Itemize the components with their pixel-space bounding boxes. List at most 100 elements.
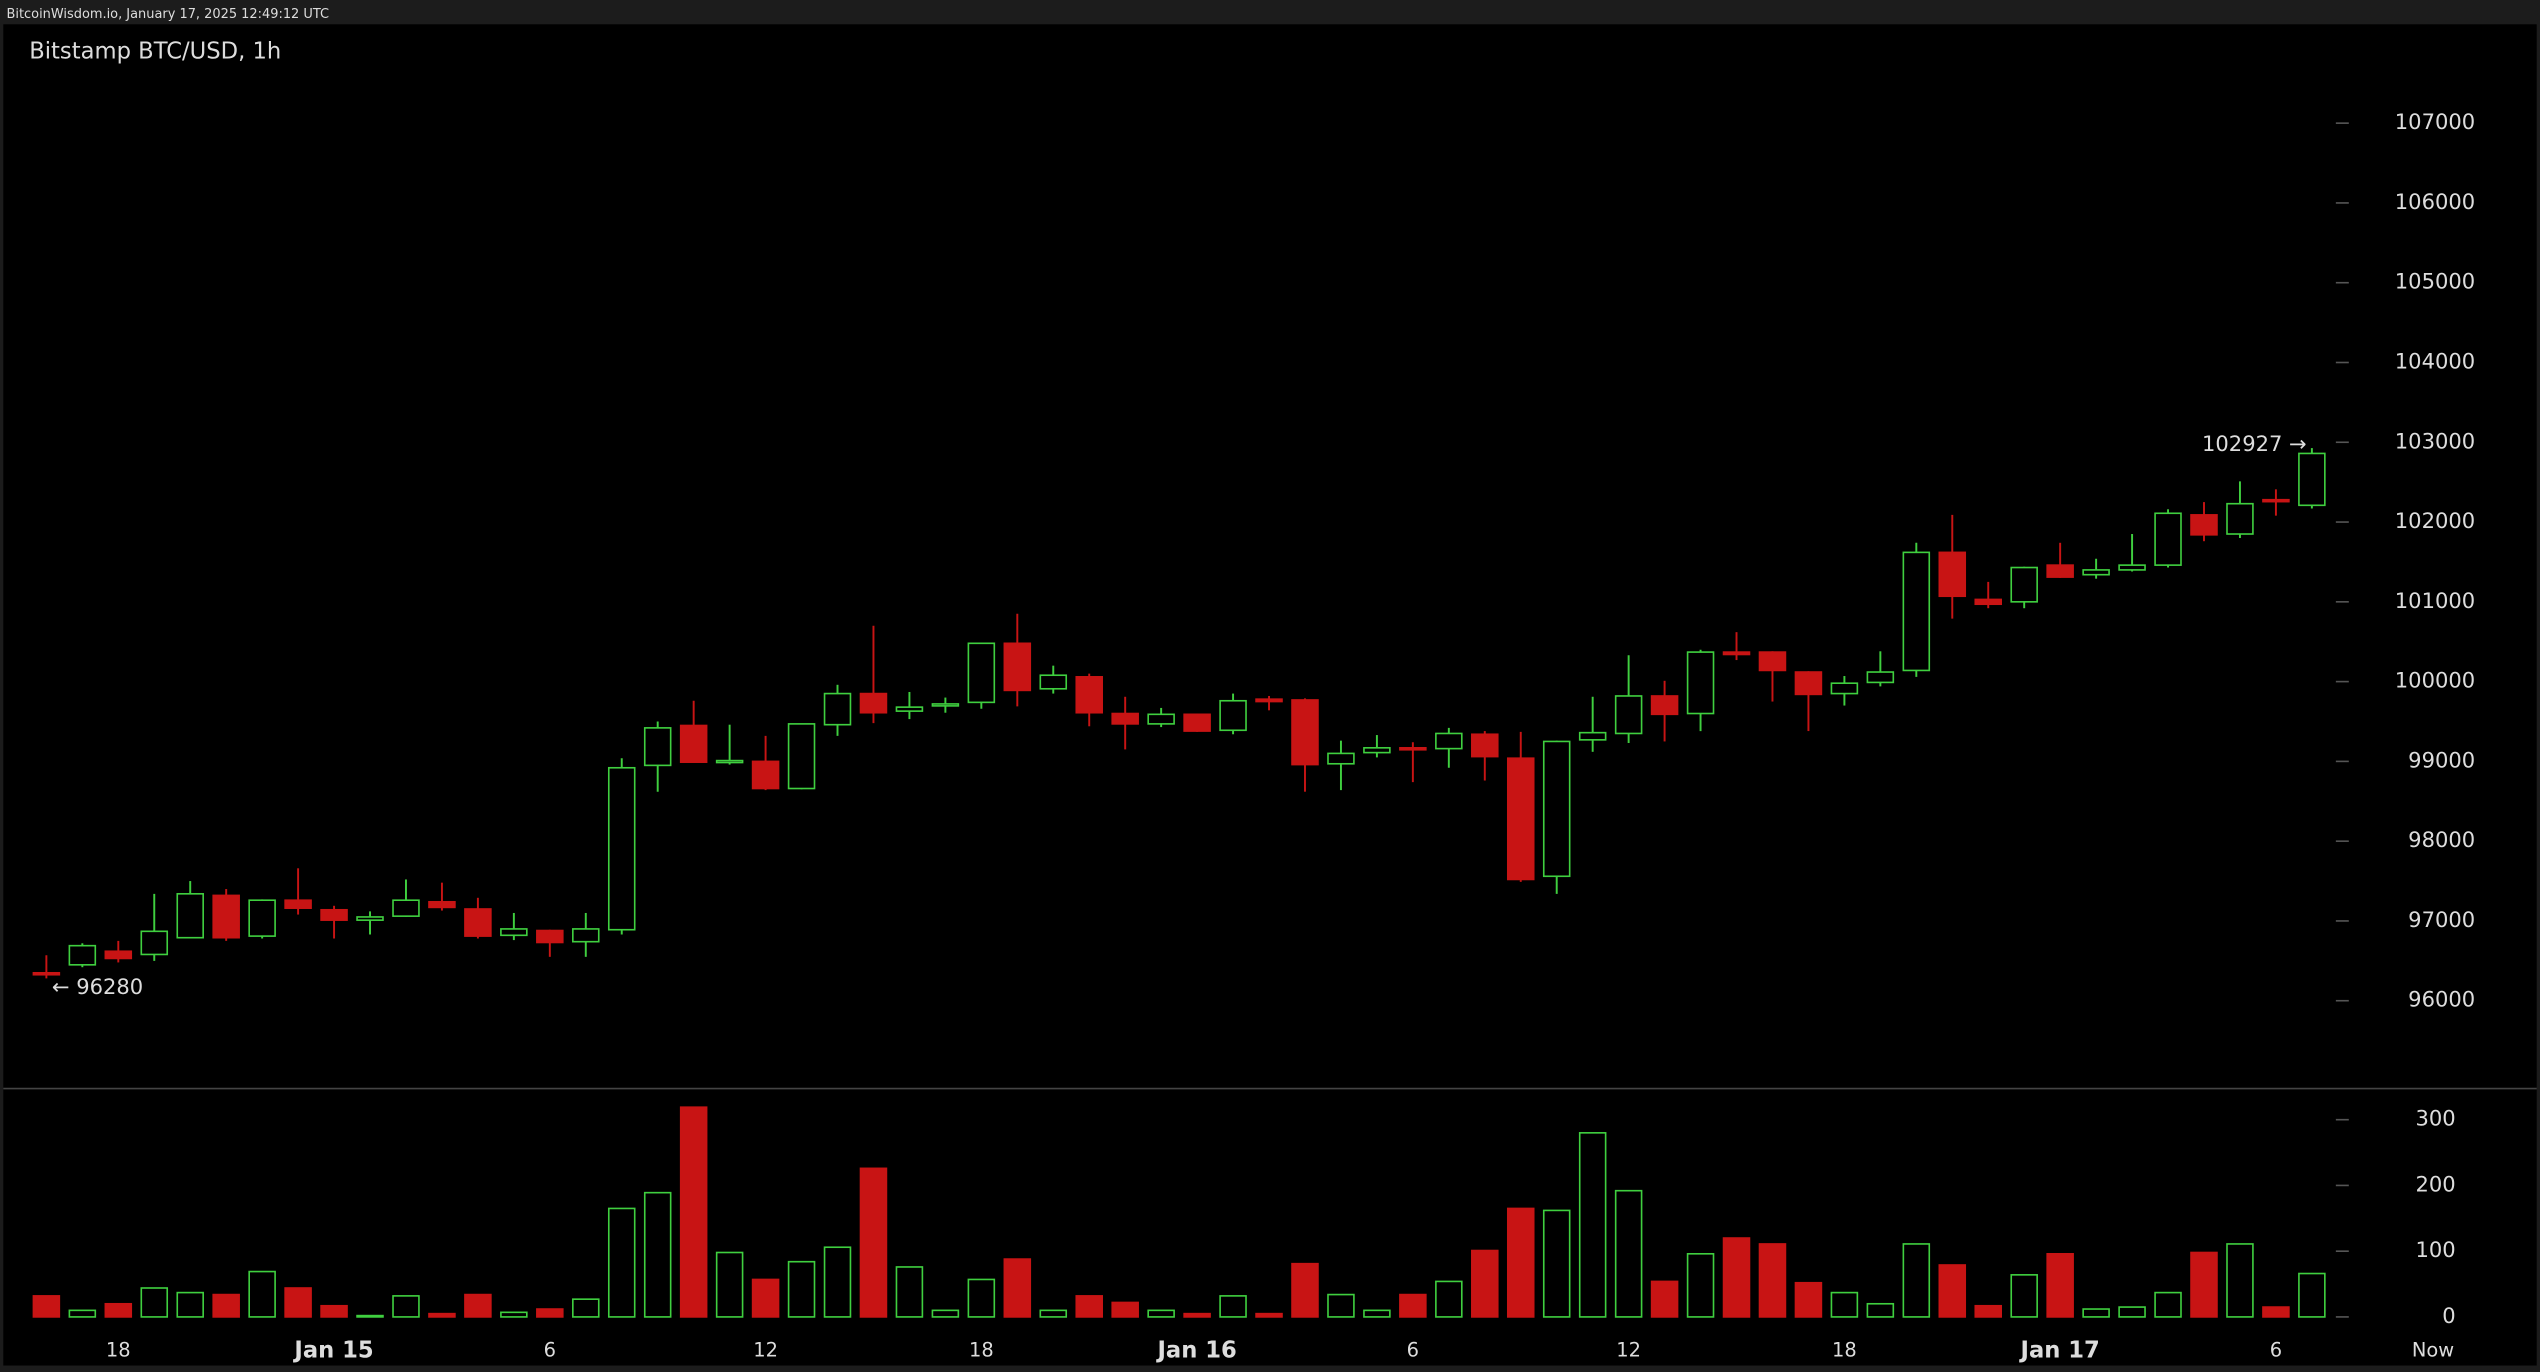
candle-body bbox=[2298, 452, 2326, 507]
volume-bar bbox=[823, 1246, 852, 1318]
volume-bar bbox=[2154, 1291, 2182, 1318]
candle-body bbox=[895, 706, 924, 712]
x-tick-label: Jan 17 bbox=[2019, 1337, 2100, 1363]
y-tick-label: 100000 bbox=[2395, 668, 2475, 693]
candle-body bbox=[1111, 712, 1139, 725]
volume-bar bbox=[248, 1270, 276, 1318]
candle-body bbox=[2190, 514, 2218, 536]
candle-body bbox=[356, 916, 384, 921]
volume-bar bbox=[176, 1291, 204, 1318]
volume-bar bbox=[1183, 1312, 1211, 1318]
volume-tick-label: 0 bbox=[2442, 1303, 2455, 1328]
candle-body bbox=[320, 908, 348, 921]
volume-bar bbox=[1866, 1302, 1895, 1318]
volume-bar bbox=[2082, 1308, 2110, 1318]
volume-bar bbox=[1219, 1295, 1247, 1318]
volume-bar bbox=[1614, 1189, 1643, 1318]
x-tick-label: 12 bbox=[1616, 1338, 1641, 1361]
volume-bar bbox=[356, 1314, 384, 1318]
candle-body bbox=[1506, 757, 1535, 881]
y-tick-label: 96000 bbox=[2408, 987, 2475, 1012]
x-tick-label: 12 bbox=[753, 1338, 778, 1361]
volume-bar bbox=[1902, 1243, 1931, 1318]
x-tick-label: 18 bbox=[1832, 1338, 1857, 1361]
candle-body bbox=[104, 950, 133, 960]
volume-bar bbox=[2046, 1252, 2074, 1318]
candle-body bbox=[1938, 551, 1967, 598]
volume-tick-label: 200 bbox=[2416, 1171, 2456, 1196]
candle-body bbox=[1542, 740, 1571, 878]
volume-bar bbox=[787, 1260, 816, 1318]
candle-body bbox=[1327, 752, 1355, 765]
volume-tick-label: 100 bbox=[2416, 1237, 2456, 1262]
y-tick-label: 97000 bbox=[2408, 907, 2475, 932]
candle-body bbox=[2118, 564, 2146, 571]
volume-bar bbox=[1974, 1304, 2003, 1318]
volume-bar bbox=[1039, 1309, 1068, 1318]
candle-body bbox=[176, 893, 204, 939]
candle-body bbox=[931, 703, 960, 707]
volume-bar bbox=[1650, 1280, 1679, 1318]
candle-body bbox=[1075, 676, 1103, 714]
volume-bar bbox=[104, 1302, 133, 1318]
candle-body bbox=[715, 759, 744, 764]
volume-bar bbox=[1003, 1258, 1032, 1318]
candle-body bbox=[859, 692, 888, 714]
volume-bar bbox=[751, 1278, 780, 1318]
volume-bar bbox=[68, 1309, 97, 1318]
x-tick-label: Jan 15 bbox=[292, 1337, 373, 1363]
volume-bar bbox=[2226, 1243, 2254, 1318]
annotation: 102927 → bbox=[2202, 431, 2307, 456]
y-tick-label: 107000 bbox=[2395, 109, 2475, 134]
candle-body bbox=[1039, 674, 1068, 690]
volume-bar bbox=[1363, 1309, 1391, 1318]
candle-body bbox=[1363, 747, 1391, 754]
volume-bar bbox=[859, 1167, 888, 1318]
volume-bar bbox=[464, 1293, 492, 1318]
volume-bar bbox=[1722, 1237, 1751, 1318]
candle-body bbox=[967, 642, 996, 704]
x-tick-label: 6 bbox=[2270, 1338, 2282, 1361]
candle-body bbox=[2262, 498, 2290, 503]
y-tick-label: 99000 bbox=[2408, 747, 2475, 772]
candle-body bbox=[1866, 671, 1895, 684]
candle-body bbox=[248, 899, 276, 937]
candle-body bbox=[823, 692, 852, 726]
candle-body bbox=[643, 727, 672, 767]
volume-bar bbox=[2118, 1306, 2146, 1318]
volume-bar bbox=[2010, 1274, 2038, 1318]
volume-bar bbox=[1686, 1252, 1715, 1318]
y-tick-label: 106000 bbox=[2395, 189, 2475, 214]
candle-body bbox=[1147, 713, 1175, 725]
y-tick-label: 101000 bbox=[2395, 588, 2475, 613]
y-tick-label: 98000 bbox=[2408, 827, 2475, 852]
volume-bar bbox=[1938, 1264, 1967, 1318]
y-tick-label: 103000 bbox=[2395, 428, 2475, 453]
candle-body bbox=[751, 760, 780, 790]
y-tick-label: 102000 bbox=[2395, 508, 2475, 533]
volume-bar bbox=[967, 1278, 996, 1318]
volume-bar bbox=[392, 1295, 420, 1318]
candle-body bbox=[1614, 695, 1643, 735]
volume-bar bbox=[1830, 1291, 1859, 1318]
candle-body bbox=[572, 928, 600, 943]
y-tick-label: 104000 bbox=[2395, 348, 2475, 373]
candle-body bbox=[1435, 732, 1463, 750]
x-tick-label: Jan 16 bbox=[1155, 1337, 1236, 1363]
volume-bar bbox=[284, 1287, 312, 1318]
x-tick-label: 6 bbox=[1407, 1338, 1419, 1361]
volume-bar bbox=[895, 1266, 924, 1318]
candle-body bbox=[1291, 699, 1319, 766]
candle-body bbox=[392, 899, 420, 917]
candle-body bbox=[607, 766, 636, 931]
candle-body bbox=[1902, 551, 1931, 672]
candle-body bbox=[679, 724, 708, 763]
volume-bar bbox=[1075, 1295, 1103, 1318]
candle-body bbox=[1830, 682, 1859, 695]
volume-bar bbox=[320, 1304, 348, 1318]
volume-bar bbox=[715, 1251, 744, 1318]
volume-bar bbox=[32, 1295, 61, 1318]
volume-bar bbox=[2262, 1306, 2290, 1318]
annotation: ← 96280 bbox=[52, 974, 143, 999]
volume-bar bbox=[1147, 1309, 1175, 1318]
